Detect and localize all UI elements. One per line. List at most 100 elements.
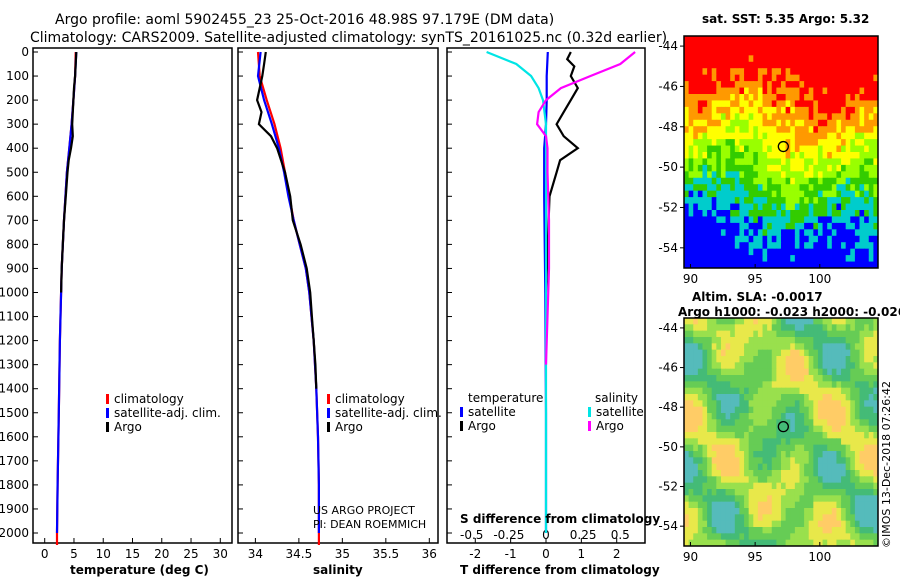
depth-tick-label: 1900 xyxy=(0,502,29,516)
map-cell xyxy=(744,451,750,458)
map-cell xyxy=(822,100,828,108)
map-cell xyxy=(707,197,713,205)
map-cell xyxy=(771,413,777,420)
map-cell xyxy=(836,343,842,351)
map-cell xyxy=(702,42,708,50)
map-cell xyxy=(813,438,819,446)
map-cell xyxy=(725,190,731,198)
map-cell xyxy=(822,451,828,458)
map-cell xyxy=(813,61,819,69)
map-cell xyxy=(776,444,782,452)
map-cell xyxy=(841,87,847,95)
map-cell xyxy=(804,235,810,243)
map-cell xyxy=(790,482,796,490)
map-cell xyxy=(817,229,824,237)
map-cell xyxy=(776,318,782,325)
map-cell xyxy=(725,489,731,496)
map-cell xyxy=(785,132,791,140)
map-cell xyxy=(854,495,861,503)
map-cell xyxy=(707,387,713,395)
map-cell xyxy=(762,113,768,121)
map-cell xyxy=(725,248,731,256)
map-cell xyxy=(859,324,865,332)
map-cell xyxy=(813,229,819,237)
map-cell xyxy=(808,119,814,127)
map-cell xyxy=(850,451,856,458)
map-cell xyxy=(836,444,842,452)
map-cell xyxy=(684,527,690,534)
map-cell xyxy=(850,432,856,439)
map-cell xyxy=(730,381,736,389)
map-cell xyxy=(697,381,703,389)
map-cell xyxy=(864,343,870,351)
map-cell xyxy=(762,387,768,395)
map-cell xyxy=(794,229,800,237)
map-cell xyxy=(762,145,768,153)
map-cell xyxy=(730,171,736,179)
map-cell xyxy=(753,87,759,95)
map-cell xyxy=(808,74,814,82)
map-cell xyxy=(771,501,777,509)
map-cell xyxy=(864,242,870,250)
map-cell xyxy=(753,145,759,153)
map-cell xyxy=(817,324,824,332)
map-cell xyxy=(790,94,796,101)
map-cell xyxy=(845,368,851,376)
map-cell xyxy=(859,489,865,496)
map-cell xyxy=(684,406,690,414)
map-cell xyxy=(868,81,874,89)
map-cell xyxy=(771,210,777,217)
map-cell xyxy=(813,508,819,515)
map-cell xyxy=(845,177,851,185)
map-cell xyxy=(790,425,796,433)
map-cell xyxy=(804,520,810,528)
map-cell xyxy=(730,375,736,382)
map-cell xyxy=(831,36,837,43)
map-cell xyxy=(711,394,717,401)
map-cell xyxy=(753,432,759,439)
map-cell xyxy=(790,74,796,82)
map-cell xyxy=(753,242,759,250)
map-cell xyxy=(804,394,810,401)
map-cell xyxy=(790,470,796,477)
map-cell xyxy=(850,36,856,43)
map-cell xyxy=(799,235,805,243)
map-cell xyxy=(781,413,787,420)
map-cell xyxy=(813,184,819,192)
map-cell xyxy=(831,55,837,63)
map-cell xyxy=(836,197,842,205)
map-cell xyxy=(854,527,861,534)
map-cell xyxy=(757,100,764,108)
map-cell xyxy=(873,343,879,351)
map-cell xyxy=(804,55,810,63)
map-cell xyxy=(794,489,800,496)
map-cell xyxy=(781,444,787,452)
map-cell xyxy=(813,527,819,534)
map-cell xyxy=(864,400,870,408)
map-cell xyxy=(873,42,879,50)
map-cell xyxy=(767,463,773,471)
map-cell xyxy=(767,145,773,153)
map-cell xyxy=(702,482,708,490)
map-cell xyxy=(799,381,805,389)
map-cell xyxy=(697,171,703,179)
map-cell xyxy=(868,539,874,547)
map-cell xyxy=(688,74,694,82)
map-cell xyxy=(748,145,754,153)
map-cell xyxy=(776,94,782,101)
map-cell xyxy=(790,100,796,108)
map-cell xyxy=(850,177,856,185)
map-cell xyxy=(781,533,787,541)
map-cell xyxy=(785,248,791,256)
map-cell xyxy=(859,476,865,484)
map-cell xyxy=(827,48,833,56)
map-cell xyxy=(831,438,837,446)
map-cell xyxy=(757,126,764,134)
map-cell xyxy=(702,203,708,211)
map-cell xyxy=(767,261,773,269)
map-cell xyxy=(725,381,731,389)
map-cell xyxy=(771,126,777,134)
map-cell xyxy=(794,87,800,95)
map-cell xyxy=(720,36,727,43)
map-cell xyxy=(850,539,856,547)
